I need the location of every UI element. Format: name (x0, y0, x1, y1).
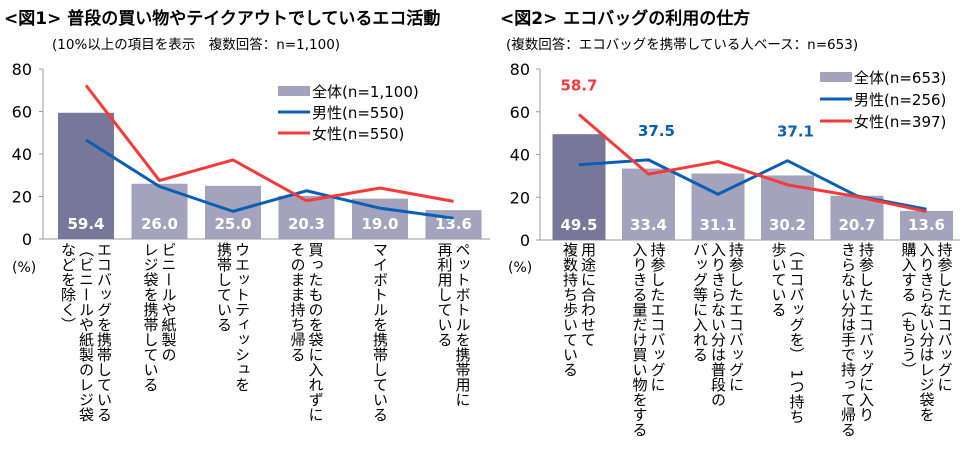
category-label-line: マイボトルを携帯している (371, 242, 389, 422)
chart1-y-tick-label: 60 (12, 103, 32, 122)
category-label-line: ペットボトルを携帯用に (453, 242, 472, 407)
category-label-line: ビニールや紙製の (159, 242, 178, 362)
chart1-category-label: エコバッグを携帯している （ビニールや紙製のレジ袋 などを除く） (59, 242, 113, 422)
chart2-bar (830, 195, 884, 240)
category-label-line: 持参したエコバッグに (727, 242, 745, 392)
chart2-legend-label: 女性(n=397) (854, 113, 946, 131)
category-label-line: などを除く） (59, 242, 77, 332)
chart1-line-female (84, 84, 454, 203)
chart2-annotation: 37.5 (638, 122, 675, 140)
chart1-bar-data-label: 25.0 (214, 215, 251, 233)
chart1-category-label: ウエットティッシュを 携帯している (215, 242, 251, 392)
chart1-title: <図1> 普段の買い物やテイクアウトでしているエコ活動 (4, 9, 441, 29)
category-label-line: 入りきらない分はレジ袋を (917, 242, 936, 422)
chart2-bar-data-label: 13.6 (908, 216, 945, 234)
category-label-line: 持参したエコバッグに (648, 242, 667, 392)
chart2-category-label: 用途に合わせて 複数持ち歩いている (561, 242, 597, 377)
chart1-bar-data-label: 19.0 (361, 215, 398, 233)
chart1-category-label: ペットボトルを携帯用に 再利用している (436, 242, 472, 407)
chart2-bar-data-label: 30.2 (769, 216, 806, 234)
category-label-line: 入りきる量だけ買い物をする (630, 242, 649, 437)
chart2-y-tick-label: 80 (510, 60, 530, 79)
category-label-line: きらない分は手で持って帰る (839, 242, 857, 437)
chart2-category-label: 持参したエコバッグに 入りきる量だけ買い物をする (631, 242, 667, 437)
chart1-bar-data-label: 26.0 (141, 215, 178, 233)
chart1-y-tick-label: 20 (12, 188, 32, 207)
category-label-line: 持参したエコバッグに (935, 242, 954, 392)
chart2-category-label: 持参したエコバッグに入り きらない分は手で持って帰る (839, 242, 875, 437)
chart2-category-label: 持参したエコバッグに 入りきらない分はレジ袋を 購入する（もらう） (900, 242, 954, 422)
chart2-line-female (578, 113, 927, 214)
chart2-y-tick-label: 0 (520, 231, 530, 250)
chart1-bar-data-label: 13.6 (435, 215, 472, 233)
chart1-bar (278, 195, 335, 239)
category-label-line: 持参したエコバッグに入り (857, 242, 875, 422)
chart1-bar-data-label: 59.4 (67, 215, 104, 233)
chart2-bar (900, 210, 953, 240)
category-label-line: バッグ等に入れる (691, 242, 709, 362)
chart1-bar (58, 112, 114, 239)
category-label-line: （エコバッグを） 1つ持ち (787, 242, 806, 425)
category-label-line: そのまま持ち帰る (288, 242, 307, 362)
chart1-line-male (85, 138, 454, 220)
category-label-line: 歩いている (769, 242, 788, 317)
chart1-category-label: 買ったものを袋に入れずに そのまま持ち帰る (289, 242, 325, 422)
chart1-y-unit: (%) (12, 260, 37, 276)
chart2-bar-data-label: 49.5 (560, 216, 597, 234)
category-label-line: 購入する（もらう） (899, 242, 918, 377)
chart2-category-label: （エコバッグを） 1つ持ち 歩いている (770, 242, 806, 424)
chart2-y-tick-label: 20 (510, 188, 530, 207)
chart2-category-label: 持参したエコバッグに 入りきらない分は普段の バッグ等に入れる (691, 242, 745, 407)
chart1-legend-label: 全体(n=1,100) (312, 83, 419, 101)
chart2-annotation: 37.1 (777, 123, 814, 141)
chart1-category-label: マイボトルを携帯している (371, 242, 389, 422)
chart2-legend-label: 男性(n=256) (854, 91, 946, 109)
chart2-subtitle: (複数回答：エコバッグを携帯している人ベース：n=653) (506, 37, 859, 53)
category-label-line: エコバッグを携帯している (95, 242, 113, 422)
chart2-bar (622, 168, 675, 240)
chart2-legend-swatch-bar (820, 72, 852, 82)
category-label-line: レジ袋を携帯している (141, 242, 160, 392)
chart2-y-tick-label: 40 (510, 146, 530, 165)
chart1-bar (352, 198, 408, 239)
chart2-y-tick-label: 60 (510, 103, 530, 122)
chart2-annotation: 58.7 (560, 77, 597, 95)
chart1-category-label: ビニールや紙製の レジ袋を携帯している (142, 242, 178, 392)
chart1-subtitle: (10%以上の項目を表示 複数回答：n=1,100) (52, 37, 341, 53)
category-label-line: 複数持ち歩いている (561, 242, 579, 377)
chart1-y-tick-label: 80 (12, 60, 32, 79)
chart1-legend-label: 女性(n=550) (312, 125, 404, 143)
category-label-line: 買ったものを袋に入れずに (306, 242, 325, 422)
chart2-bar-data-label: 20.7 (838, 216, 875, 234)
category-label-line: 入りきらない分は普段の (709, 242, 727, 407)
chart2-y-unit: (%) (508, 260, 533, 276)
chart2-bar (552, 134, 606, 240)
chart1-bar-data-label: 20.3 (288, 215, 325, 233)
chart2-bar-data-label: 33.4 (630, 216, 667, 234)
chart1-legend-label: 男性(n=550) (312, 104, 404, 122)
category-label-line: 再利用している (435, 242, 454, 347)
chart2-title: <図2> エコバッグの利用の仕方 (500, 9, 751, 29)
chart2-bar-data-label: 31.1 (699, 216, 736, 234)
chart1-y-tick-label: 40 (12, 145, 32, 164)
chart1-legend-swatch-bar (278, 86, 310, 96)
category-label-line: ウエットティッシュを (233, 242, 251, 392)
category-label-line: 用途に合わせて (579, 242, 597, 347)
category-label-line: 携帯している (215, 242, 233, 332)
category-label-line: （ビニールや紙製のレジ袋 (77, 242, 95, 422)
chart2-legend-label: 全体(n=653) (854, 69, 946, 87)
chart1-y-tick-label: 0 (22, 230, 32, 249)
